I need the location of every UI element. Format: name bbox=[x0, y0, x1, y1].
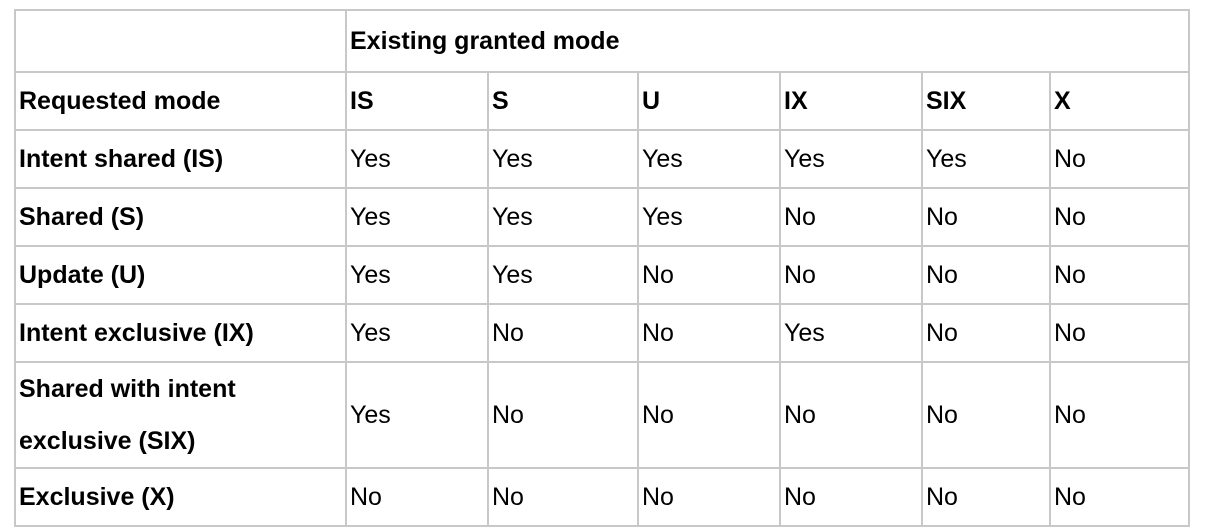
table-cell: Yes bbox=[779, 303, 923, 363]
table-cell: No bbox=[921, 467, 1051, 527]
existing-granted-mode-header: Existing granted mode bbox=[344, 9, 1191, 73]
column-header-x: X bbox=[1048, 71, 1191, 131]
column-header-is: IS bbox=[345, 71, 489, 131]
table-row: Intent shared (IS) Yes Yes Yes Yes Yes N… bbox=[14, 129, 1191, 189]
table-cell: No bbox=[487, 467, 639, 527]
table-cell: Yes bbox=[345, 361, 489, 469]
row-label: Shared (S) bbox=[14, 187, 347, 247]
row-label: Exclusive (X) bbox=[14, 467, 347, 527]
table-cell: Yes bbox=[487, 245, 639, 305]
column-header-six: SIX bbox=[921, 71, 1051, 131]
table-cell: No bbox=[1048, 467, 1191, 527]
group-header-row: Existing granted mode bbox=[14, 9, 1191, 73]
column-header-row: Requested mode IS S U IX SIX X bbox=[14, 71, 1191, 131]
table-cell: Yes bbox=[345, 245, 489, 305]
table-cell: No bbox=[345, 467, 489, 527]
table-cell: Yes bbox=[487, 187, 639, 247]
table-cell: No bbox=[1048, 245, 1191, 305]
lock-compatibility-table: Existing granted mode Requested mode IS … bbox=[14, 9, 1191, 527]
table-cell: No bbox=[637, 245, 781, 305]
table-cell: No bbox=[637, 303, 781, 363]
table-cell: Yes bbox=[487, 129, 639, 189]
table-cell: No bbox=[921, 245, 1051, 305]
table-cell: No bbox=[779, 187, 923, 247]
table-cell: No bbox=[779, 245, 923, 305]
table-cell: No bbox=[921, 187, 1051, 247]
table-row: Shared with intent exclusive (SIX) Yes N… bbox=[14, 361, 1191, 469]
table-cell: No bbox=[921, 361, 1051, 469]
table-cell: No bbox=[487, 361, 639, 469]
row-label: Intent shared (IS) bbox=[14, 129, 347, 189]
table-row: Intent exclusive (IX) Yes No No Yes No N… bbox=[14, 303, 1191, 363]
table-cell: No bbox=[1048, 361, 1191, 469]
table-cell: Yes bbox=[345, 129, 489, 189]
requested-mode-header: Requested mode bbox=[14, 71, 347, 131]
table-row: Update (U) Yes Yes No No No No bbox=[14, 245, 1191, 305]
column-header-u: U bbox=[637, 71, 781, 131]
column-header-s: S bbox=[487, 71, 639, 131]
empty-corner-cell bbox=[14, 9, 347, 73]
table-cell: No bbox=[487, 303, 639, 363]
column-header-ix: IX bbox=[779, 71, 923, 131]
table-cell: No bbox=[1048, 129, 1191, 189]
table-row: Exclusive (X) No No No No No No bbox=[14, 467, 1191, 527]
table-cell: No bbox=[637, 467, 781, 527]
row-label: Update (U) bbox=[14, 245, 347, 305]
table-cell: No bbox=[779, 361, 923, 469]
table-row: Shared (S) Yes Yes Yes No No No bbox=[14, 187, 1191, 247]
table-cell: Yes bbox=[779, 129, 923, 189]
table-cell: Yes bbox=[345, 187, 489, 247]
table-cell: Yes bbox=[921, 129, 1051, 189]
row-label: Shared with intent exclusive (SIX) bbox=[14, 361, 347, 469]
table-cell: No bbox=[1048, 187, 1191, 247]
table-cell: No bbox=[1048, 303, 1191, 363]
table-cell: No bbox=[637, 361, 781, 469]
table-cell: Yes bbox=[637, 187, 781, 247]
table-cell: Yes bbox=[637, 129, 781, 189]
table-cell: No bbox=[779, 467, 923, 527]
table-cell: No bbox=[921, 303, 1051, 363]
table-cell: Yes bbox=[345, 303, 489, 363]
row-label: Intent exclusive (IX) bbox=[14, 303, 347, 363]
